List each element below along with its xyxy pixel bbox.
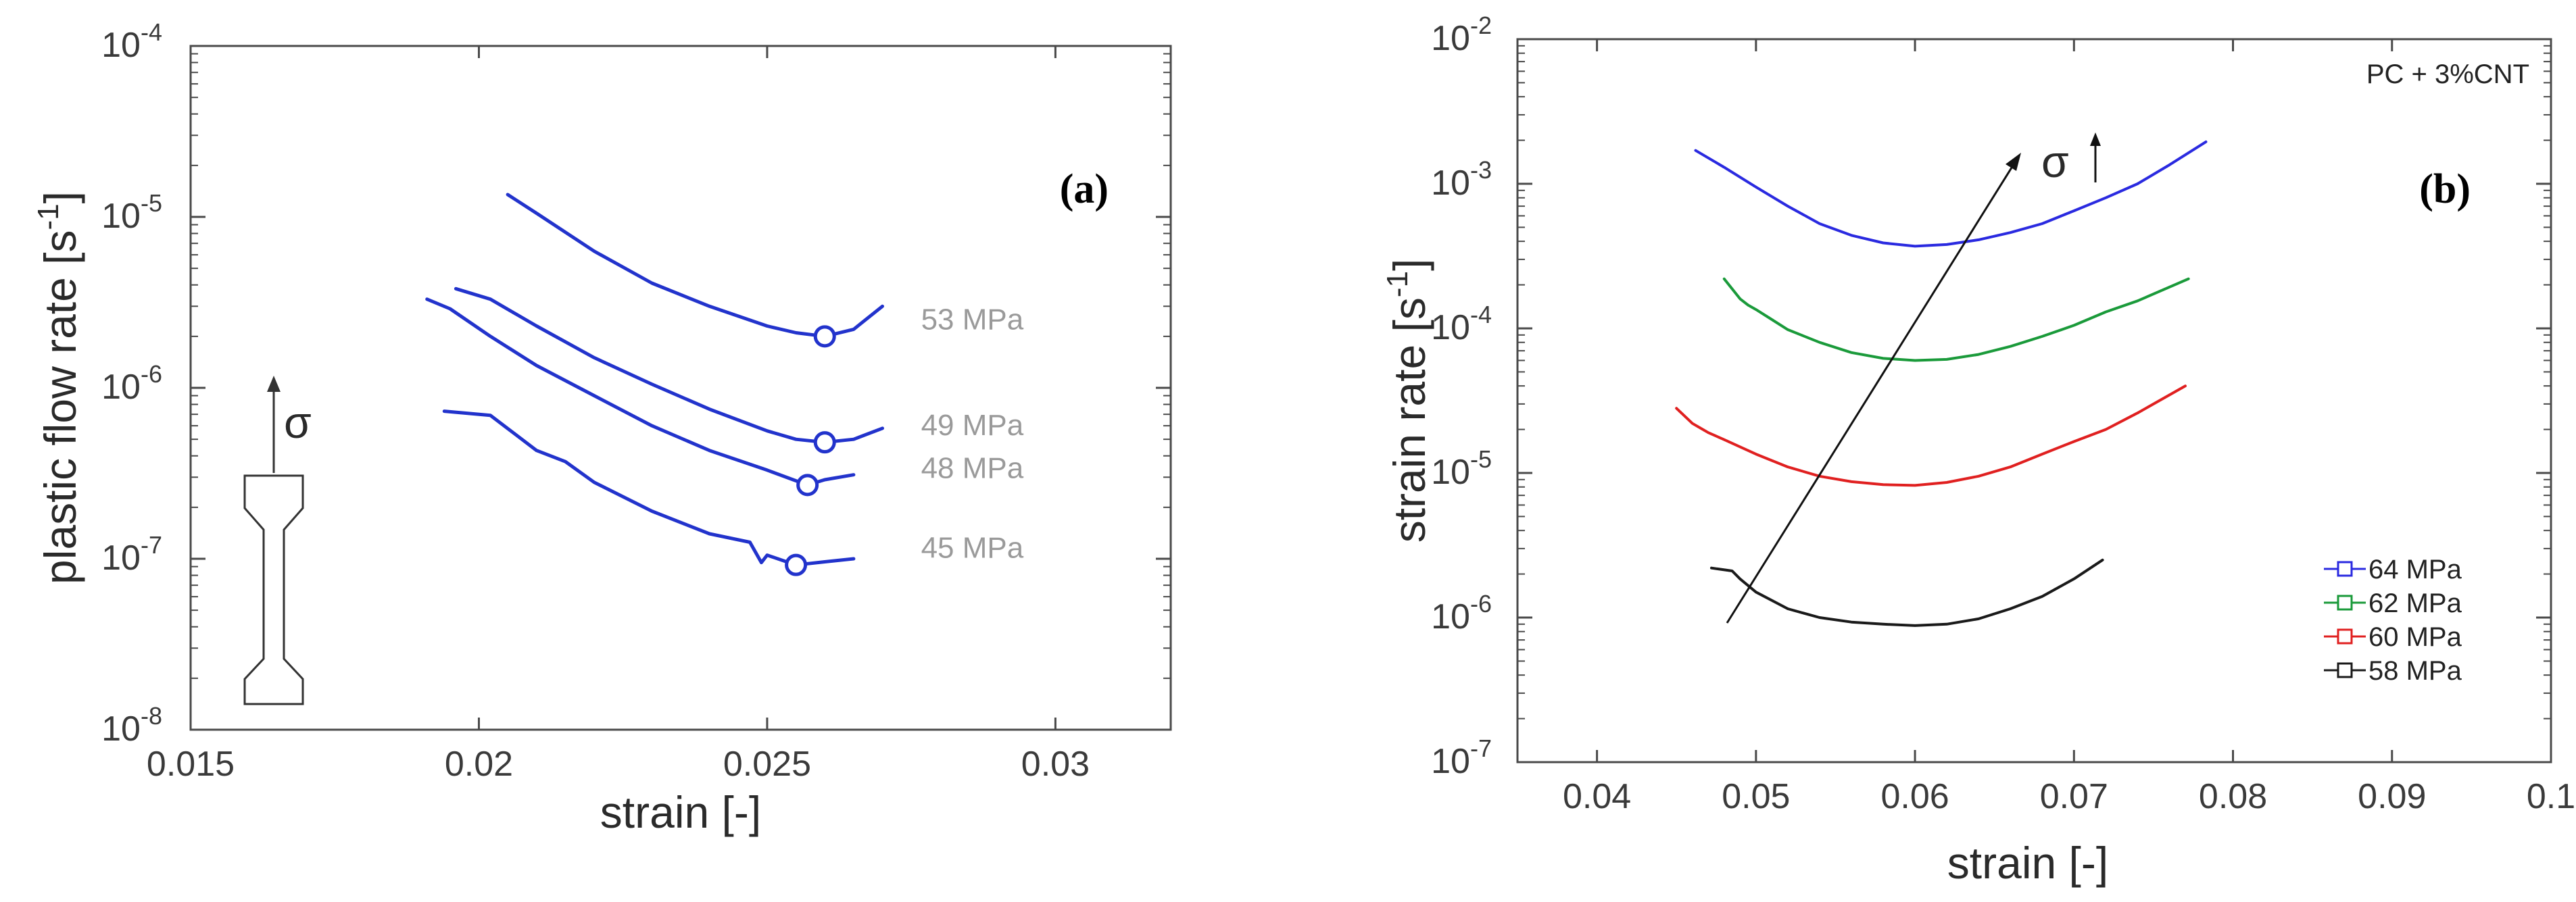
chart-a-x-tick-labels: 0.015 0.02 0.025 0.03 [147, 745, 1090, 784]
chart-b-series-line-60-mpa [1675, 384, 2187, 487]
chart-b-x-axis-label: strain [-] [1947, 838, 2108, 888]
chart-a-y-axis-label: plastic flow rate [s-1] [32, 191, 85, 584]
chart-a-x-tick-label: 0.03 [1021, 745, 1090, 784]
chart-b-y-tick-label: 10-4 [1431, 301, 1492, 347]
chart-a-curve-label: 49 MPa [921, 409, 1024, 442]
chart-a-curve-label: 53 MPa [921, 303, 1024, 336]
chart-b-series-line-58-mpa [1710, 558, 2104, 627]
chart-b: 10-710-610-510-410-310-2 0.04 0.05 0.06 0.0… [1381, 11, 2575, 888]
chart-b-legend: 64 MPa 62 MPa 60 MPa 58 MPa [2324, 555, 2462, 686]
chart-a-curve-label: 45 MPa [921, 532, 1024, 565]
chart-b-y-tick-label: 10-6 [1431, 590, 1492, 636]
chart-a: 10-810-710-610-510-4 0.015 0.02 0.025 0.03 … [32, 18, 1172, 837]
chart-b-legend-label: 62 MPa [2368, 588, 2462, 618]
chart-b-ticks [1517, 38, 2552, 763]
chart-a-y-tick-labels: 10-8 10-7 10-6 10-5 10-4 [101, 18, 162, 749]
chart-a-x-tick-label: 0.025 [723, 745, 811, 784]
chart-b-annotation: PC + 3%CNT [2366, 59, 2529, 89]
chart-a-y-tick-label: 10-8 [101, 702, 162, 749]
chart-a-marker-53-mpa [813, 325, 836, 348]
chart-b-y-axis-label: strain rate [s-1] [1381, 259, 1434, 543]
stress-arrow [1726, 132, 2101, 624]
chart-a-x-tick-label: 0.015 [147, 745, 235, 784]
chart-b-y-tick-label: 10-5 [1431, 445, 1492, 492]
chart-b-x-tick-label: 0.08 [2199, 777, 2267, 816]
chart-a-curve-labels: 53 MPa 49 MPa 48 MPa 45 MPa [921, 303, 1024, 564]
chart-a-curve-label: 48 MPa [921, 451, 1024, 484]
chart-b-y-tick-label: 10-2 [1431, 11, 1492, 58]
chart-a-y-tick-label: 10-4 [101, 18, 162, 65]
chart-b-legend-label: 64 MPa [2368, 555, 2462, 584]
chart-b-y-tick-labels: 10-7 10-6 10-5 10-4 10-3 10-2 [1431, 11, 1492, 781]
chart-b-series-line-62-mpa [1722, 277, 2190, 362]
chart-b-y-tick-label: 10-3 [1431, 156, 1492, 203]
chart-b-legend-marker-62-mpa [2337, 595, 2353, 611]
chart-a-y-tick-label: 10-7 [101, 531, 162, 578]
chart-b-sigma-label: σ [2041, 136, 2069, 186]
chart-b-x-tick-labels: 0.04 0.05 0.06 0.07 0.08 0.09 0.1 [1563, 777, 2575, 816]
chart-a-y-tick-label: 10-6 [101, 360, 162, 407]
chart-b-x-tick-label: 0.06 [1880, 777, 1949, 816]
chart-b-x-tick-label: 0.05 [1722, 777, 1790, 816]
chart-a-series-group [425, 193, 884, 576]
chart-a-marker-48-mpa [796, 474, 819, 497]
chart-b-legend-label: 58 MPa [2368, 656, 2462, 686]
chart-a-sigma-label: σ [284, 397, 312, 447]
chart-b-legend-marker-64-mpa [2337, 561, 2353, 577]
chart-a-series-line-53-mpa [506, 193, 884, 339]
chart-b-plot-frame [1516, 38, 2552, 763]
chart-b-series-group [1675, 140, 2208, 627]
chart-a-x-tick-label: 0.02 [445, 745, 513, 784]
specimen-icon [243, 376, 304, 705]
chart-b-legend-label: 60 MPa [2368, 622, 2462, 652]
chart-b-legend-marker-60-mpa [2337, 628, 2353, 645]
chart-b-series-line-64-mpa [1694, 140, 2208, 248]
chart-b-x-tick-label: 0.07 [2040, 777, 2108, 816]
chart-b-legend-marker-58-mpa [2337, 662, 2353, 678]
chart-a-marker-45-mpa [785, 553, 808, 576]
chart-b-x-tick-label: 0.04 [1563, 777, 1631, 816]
chart-b-y-tick-label: 10-7 [1431, 734, 1492, 781]
chart-a-y-tick-label: 10-5 [101, 189, 162, 236]
chart-a-x-axis-label: strain [-] [600, 787, 761, 837]
chart-b-x-tick-label: 0.09 [2358, 777, 2426, 816]
chart-a-ticks [189, 45, 1171, 731]
chart-b-panel-label: (b) [2419, 166, 2471, 212]
chart-a-marker-49-mpa [813, 431, 836, 454]
chart-a-panel-label: (a) [1060, 166, 1109, 212]
chart-b-x-tick-label: 0.1 [2527, 777, 2575, 816]
